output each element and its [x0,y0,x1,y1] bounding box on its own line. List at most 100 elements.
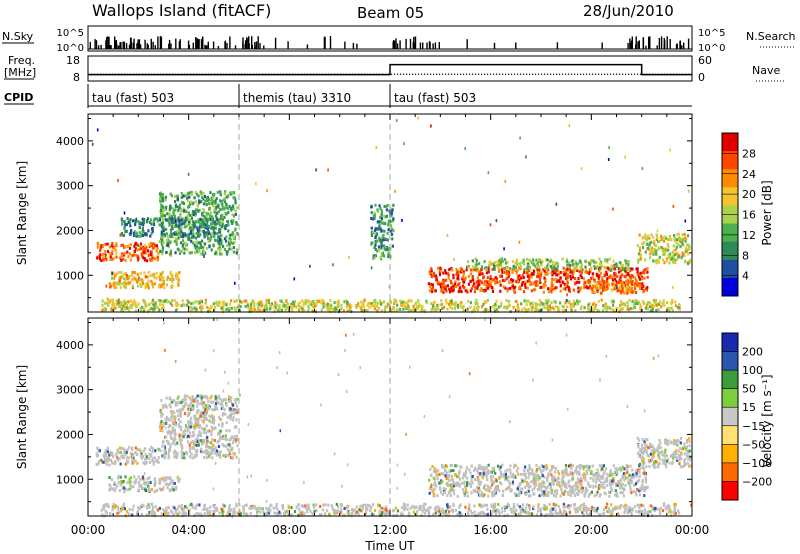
scatter-cell [459,286,462,290]
noise-spike [426,42,428,49]
scatter-cell [279,299,282,303]
scatter-cell [602,304,605,308]
scatter-cell [249,309,252,313]
scatter-cell [292,300,295,304]
scatter-cell [201,239,204,243]
scatter-cell [671,309,674,312]
scatter-cell [147,270,150,274]
scatter-cell [672,244,675,248]
scatter-cell [170,413,173,417]
scatter-cell [384,305,388,309]
scatter-cell [631,473,634,477]
scatter-cell [509,471,512,475]
scatter-cell [687,252,690,256]
scatter-cell [301,307,304,311]
scatter-cell [103,306,106,310]
scatter-cell [380,240,383,244]
scatter-cell [624,259,627,263]
scatter-cell [181,232,185,236]
scatter-cell [476,308,479,312]
power-ylabel: Slant Range [km] [15,161,29,265]
scatter-cell [593,264,596,268]
scatter-cell [222,306,225,309]
scatter-cell [129,482,132,486]
scatter-cell [378,248,381,252]
scatter-cell [518,484,521,488]
scatter-cell [399,307,402,311]
scatter-cell [221,300,224,304]
scatter-cell [507,270,510,274]
scatter-cell [234,227,237,231]
scatter-cell [535,307,538,311]
scatter-cell [174,195,177,199]
scatter-cell [433,288,436,292]
scatter-cell [142,253,145,257]
scatter-cell [554,305,557,308]
scatter-cell [631,267,634,271]
scatter-cell [380,244,383,248]
scatter-cell [215,197,218,200]
scatter-cell [124,475,127,479]
scatter-cell [498,259,501,263]
noise-spike [251,36,253,49]
scatter-cell [376,227,379,231]
scatter-cell [140,252,143,256]
scatter-cell-sparse [137,244,139,247]
scatter-cell [180,222,183,226]
scatter-cell [594,280,597,284]
noise-spike [120,42,122,49]
scatter-cell [609,480,612,483]
scatter-cell [498,305,501,309]
scatter-cell [204,407,207,411]
scatter-cell [114,285,117,289]
scatter-cell [408,308,411,311]
scatter-cell [236,223,239,226]
scatter-cell [378,222,381,226]
scatter-cell [580,263,583,267]
scatter-cell [159,299,162,303]
scatter-cell [172,438,175,442]
noise-spike [669,39,671,49]
scatter-cell [187,235,190,239]
scatter-cell [220,306,223,310]
scatter-cell [455,285,458,288]
scatter-cell [611,284,614,288]
frequency-panel-frame [87,55,693,82]
scatter-cell [142,449,145,453]
scatter-cell [223,200,227,204]
scatter-cell [376,309,379,313]
scatter-cell [515,280,518,283]
scatter-cell [230,396,233,400]
scatter-cell [660,238,663,242]
scatter-cell [124,258,127,262]
scatter-cell [543,481,546,485]
scatter-cell [104,452,107,456]
scatter-cell [274,307,277,311]
scatter-cell [225,303,228,307]
scatter-cell [519,481,522,485]
scatter-cell [479,480,482,484]
scatter-cell [168,223,171,227]
scatter-cell [105,257,108,261]
scatter-cell [213,231,216,235]
scatter-cell [195,225,198,229]
scatter-cell [190,200,193,204]
scatter-cell [228,399,231,403]
scatter-cell [184,402,187,406]
scatter-cell [177,480,180,483]
scatter-cell-sparse [580,167,583,171]
noise-spike [138,39,141,49]
scatter-cell [164,195,167,199]
scatter-cell [111,487,114,491]
scatter-cell [596,308,599,312]
scatter-cell [167,440,170,444]
scatter-cell [196,434,199,438]
scatter-cell [213,208,216,212]
scatter-cell [250,308,253,311]
scatter-cell [116,458,120,462]
scatter-cell [393,302,396,306]
scatter-cell [584,486,588,490]
scatter-cell [460,305,463,309]
scatter-cell [622,472,625,476]
scatter-cell [386,238,389,242]
